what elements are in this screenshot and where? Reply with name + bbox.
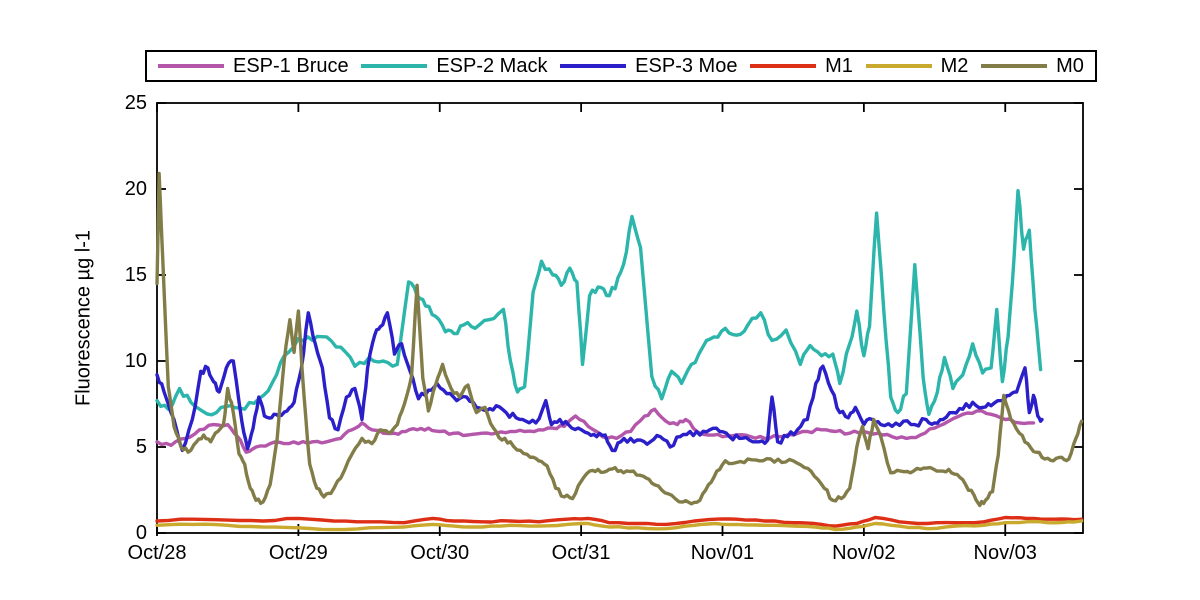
legend-item-esp-3-moe: ESP-3 Moe	[560, 56, 737, 76]
legend-item-m1: M1	[750, 56, 853, 76]
legend-label-m1: M1	[825, 55, 853, 77]
legend-swatch-m0	[981, 64, 1048, 68]
series-line-esp-3-moe	[155, 311, 1044, 453]
legend-label-m2: M2	[940, 55, 969, 77]
legend-swatch-esp-2-mack	[361, 64, 428, 68]
y-tick-label: 5	[135, 436, 147, 458]
y-tick-label: 10	[124, 350, 147, 372]
y-tick-label: 0	[135, 522, 147, 544]
series-line-m1	[155, 515, 1084, 528]
x-tick-label: Nov/01	[690, 542, 755, 564]
y-tick-label: 15	[124, 264, 147, 286]
x-tick-label: Oct/29	[268, 542, 328, 564]
legend-label-esp-3-moe: ESP-3 Moe	[635, 55, 738, 77]
legend-label-esp-2-mack: ESP-2 Mack	[436, 55, 548, 77]
legend-item-esp-2-mack: ESP-2 Mack	[361, 56, 547, 76]
x-tick-label: Oct/31	[551, 542, 611, 564]
legend-item-m2: M2	[865, 55, 969, 77]
legend-item-m0: M0	[981, 56, 1084, 76]
series-line-m0	[155, 171, 1084, 508]
legend-swatch-esp-1-bruce	[158, 64, 224, 68]
legend-item-esp-1-bruce: ESP-1 Bruce	[158, 56, 349, 76]
legend-swatch-m1	[750, 64, 817, 68]
x-tick-label: Oct/28	[127, 542, 187, 564]
series-line-m2	[155, 519, 1084, 532]
x-tick-label: Nov/02	[832, 542, 896, 564]
legend-label-esp-1-bruce: ESP-1 Bruce	[233, 55, 349, 77]
x-tick-label: Nov/03	[973, 542, 1037, 564]
legend: ESP-1 Bruce ESP-2 Mack ESP-3 Moe M1 M2 M0	[145, 50, 1097, 82]
legend-label-m0: M0	[1056, 55, 1084, 77]
series-line-esp-2-mack	[155, 189, 1043, 417]
y-tick-label: 25	[124, 92, 147, 114]
x-tick-label: Oct/30	[410, 542, 470, 564]
y-axis-label: Fluorescence µg l-1	[72, 229, 95, 407]
series-line-esp-1-bruce	[155, 407, 1036, 454]
legend-swatch-m2	[865, 64, 932, 68]
axes-frame	[156, 102, 1084, 534]
legend-swatch-esp-3-moe	[560, 64, 627, 68]
y-tick-label: 20	[124, 178, 147, 200]
